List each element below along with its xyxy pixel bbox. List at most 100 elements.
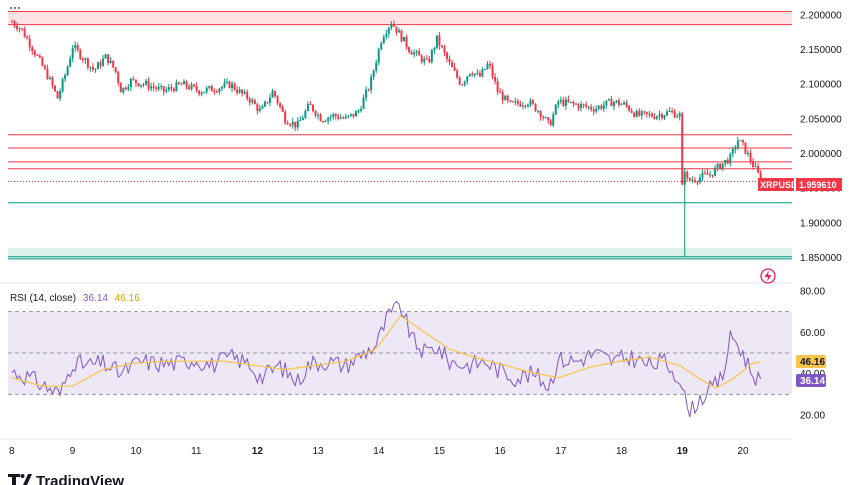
candle — [367, 88, 370, 92]
tradingview-logo-icon[interactable]: TradingView — [8, 473, 124, 485]
candle-body — [640, 111, 643, 116]
candle — [301, 115, 304, 121]
candle — [461, 83, 464, 86]
candle-body — [714, 167, 717, 176]
candle-body — [36, 54, 39, 56]
candle-body — [203, 91, 206, 93]
candle — [714, 165, 717, 177]
candle-body — [263, 101, 266, 107]
candle — [392, 20, 395, 27]
rsi-value-tag-text: 36.14 — [800, 376, 825, 387]
candle — [395, 26, 398, 36]
candle-body — [650, 113, 653, 117]
candle-body — [261, 106, 264, 109]
candle — [610, 95, 613, 107]
candle — [544, 116, 547, 119]
time-tick-label: 13 — [313, 446, 325, 457]
lightning-icon[interactable] — [760, 268, 776, 284]
candle — [612, 100, 615, 111]
candle-body — [688, 178, 691, 181]
candle-body — [645, 111, 648, 114]
candle-body — [228, 81, 231, 88]
candle — [645, 111, 648, 118]
candle-body — [129, 78, 132, 88]
candle — [706, 169, 709, 176]
candle-body — [238, 89, 241, 93]
candle — [607, 98, 610, 101]
candle — [279, 102, 282, 110]
candle — [190, 81, 193, 91]
candle — [286, 120, 289, 125]
candle — [615, 100, 618, 104]
candle-body — [74, 45, 77, 49]
candle-body — [673, 111, 676, 118]
candle-body — [137, 83, 140, 87]
candle — [210, 84, 213, 92]
candle — [56, 90, 59, 99]
candle-body — [16, 25, 19, 30]
time-axis[interactable]: 8 9 10 11 12 13 14 15 16 17 18 19 20 — [0, 282, 792, 457]
candle — [413, 49, 416, 58]
candle — [415, 49, 418, 57]
candle-body — [466, 76, 469, 82]
candle-body — [352, 113, 355, 117]
candle — [145, 78, 148, 87]
candle-body — [86, 58, 89, 68]
candle — [263, 100, 266, 108]
candle — [466, 75, 469, 85]
candle — [397, 27, 400, 33]
candle-body — [496, 81, 499, 93]
candle-body — [94, 68, 97, 70]
candle — [458, 76, 461, 86]
candle-body — [327, 117, 330, 121]
candle-body — [504, 95, 507, 101]
candle-body — [281, 106, 284, 112]
candle-body — [243, 91, 246, 94]
candle-body — [56, 91, 59, 99]
candle-body — [266, 101, 269, 103]
candle-body — [253, 100, 256, 105]
price-tick-label: 2.150000 — [800, 45, 842, 56]
candle-body — [572, 101, 575, 104]
candle — [564, 96, 567, 110]
candle — [195, 82, 198, 93]
candle-body — [46, 68, 49, 79]
dots-icon[interactable] — [9, 6, 21, 10]
candle-body — [577, 104, 580, 109]
candle-body — [314, 111, 317, 116]
candle-body — [208, 86, 211, 88]
candle — [648, 110, 651, 118]
candle-body — [147, 81, 150, 89]
candle — [233, 82, 236, 91]
candle-body — [236, 89, 239, 93]
candle-body — [311, 104, 314, 112]
candle — [494, 73, 497, 85]
candle — [289, 123, 292, 127]
candle — [678, 111, 681, 121]
candle — [405, 34, 408, 50]
candle — [504, 94, 507, 101]
candle-body — [433, 48, 436, 51]
candle — [46, 64, 49, 80]
candle — [375, 59, 378, 74]
candle-body — [392, 24, 395, 27]
candle-body — [213, 91, 216, 93]
candle — [382, 34, 385, 45]
candle-body — [390, 24, 393, 28]
price-pane[interactable]: 2.200000 2.150000 2.100000 2.050000 2.000000… — [8, 10, 842, 264]
candle — [683, 168, 686, 258]
candle-body — [658, 114, 661, 117]
candle — [243, 89, 246, 95]
candle-body — [607, 99, 610, 101]
candle — [521, 102, 524, 110]
candle — [476, 68, 479, 76]
candle-body — [96, 62, 99, 69]
candle-body — [489, 63, 492, 66]
candle-body — [367, 89, 370, 91]
candle-body — [127, 87, 130, 90]
candle — [309, 100, 312, 105]
candle — [205, 85, 208, 95]
candle — [529, 98, 532, 107]
